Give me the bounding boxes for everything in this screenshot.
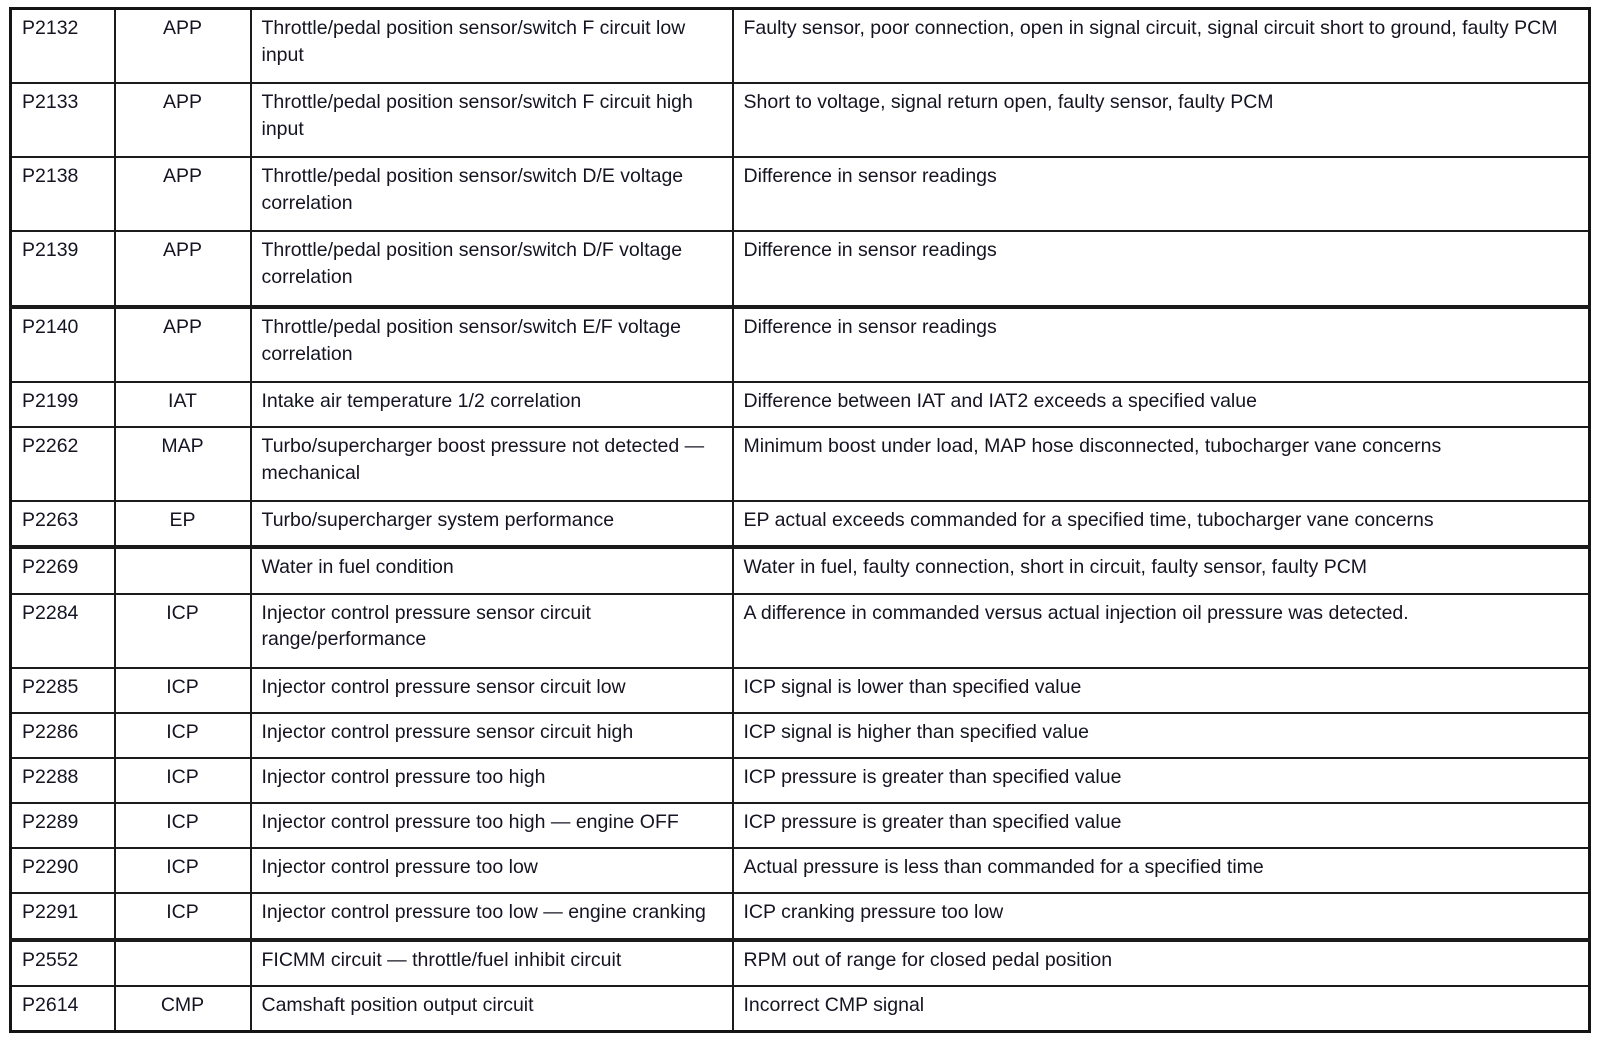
table-row: P2262 MAP Turbo/supercharger boost press…: [9, 425, 1591, 503]
dtc-system-cell: APP: [113, 304, 252, 383]
dtc-table: P2132 APP Throttle/pedal position sensor…: [9, 7, 1591, 1033]
dtc-cause-cell: ICP cranking pressure too low: [731, 892, 1591, 941]
dtc-system-cell: ICP: [113, 592, 252, 669]
dtc-cause-cell: EP actual exceeds commanded for a specif…: [731, 500, 1591, 549]
dtc-description-cell: Turbo/supercharger boost pressure not de…: [249, 425, 734, 503]
dtc-system-cell: IAT: [113, 380, 252, 428]
dtc-cause-cell: Faulty sensor, poor connection, open in …: [731, 7, 1591, 85]
dtc-code-cell: P2139: [9, 230, 116, 308]
dtc-description-cell: Injector control pressure sensor circuit…: [249, 711, 734, 759]
table-row: P2284 ICP Injector control pressure sens…: [9, 592, 1591, 669]
dtc-code-cell: P2138: [9, 156, 116, 233]
dtc-code-cell: P2291: [9, 892, 116, 941]
dtc-cause-cell: Incorrect CMP signal: [731, 984, 1591, 1033]
dtc-description-cell: Intake air temperature 1/2 correlation: [249, 380, 734, 428]
dtc-description-cell: Camshaft position output circuit: [249, 984, 734, 1033]
dtc-table-body: P2132 APP Throttle/pedal position sensor…: [9, 7, 1591, 1033]
dtc-code-cell: P2614: [9, 984, 116, 1033]
dtc-cause-cell: ICP signal is higher than specified valu…: [731, 711, 1591, 759]
dtc-cause-cell: Difference in sensor readings: [731, 156, 1591, 233]
dtc-cause-cell: Difference in sensor readings: [731, 304, 1591, 383]
dtc-cause-cell: Actual pressure is less than commanded f…: [731, 847, 1591, 895]
dtc-description-cell: Throttle/pedal position sensor/switch F …: [249, 82, 734, 159]
dtc-code-cell: P2284: [9, 592, 116, 669]
dtc-description-cell: Injector control pressure sensor circuit…: [249, 592, 734, 669]
dtc-code-cell: P2133: [9, 82, 116, 159]
dtc-code-cell: P2263: [9, 500, 116, 549]
dtc-code-cell: P2552: [9, 937, 116, 987]
dtc-system-cell: ICP: [113, 666, 252, 714]
table-row: P2289 ICP Injector control pressure too …: [9, 802, 1591, 850]
dtc-description-cell: Injector control pressure too low: [249, 847, 734, 895]
dtc-system-cell: CMP: [113, 984, 252, 1033]
dtc-system-cell: ICP: [113, 802, 252, 850]
table-row: P2263 EP Turbo/supercharger system perfo…: [9, 500, 1591, 549]
dtc-cause-cell: Minimum boost under load, MAP hose disco…: [731, 425, 1591, 503]
table-row: P2138 APP Throttle/pedal position sensor…: [9, 156, 1591, 233]
table-row: P2269 Water in fuel condition Water in f…: [9, 545, 1591, 595]
dtc-code-cell: P2288: [9, 756, 116, 805]
dtc-cause-cell: Water in fuel, faulty connection, short …: [731, 545, 1591, 595]
dtc-cause-cell: ICP signal is lower than specified value: [731, 666, 1591, 714]
dtc-cause-cell: Difference between IAT and IAT2 exceeds …: [731, 380, 1591, 428]
table-row: P2291 ICP Injector control pressure too …: [9, 892, 1591, 941]
dtc-system-cell: EP: [113, 500, 252, 549]
dtc-system-cell: [113, 545, 252, 595]
dtc-description-cell: Injector control pressure too high — eng…: [249, 802, 734, 850]
dtc-system-cell: APP: [113, 230, 252, 308]
dtc-description-cell: Turbo/supercharger system performance: [249, 500, 734, 549]
table-row: P2139 APP Throttle/pedal position sensor…: [9, 230, 1591, 308]
dtc-system-cell: ICP: [113, 756, 252, 805]
dtc-code-cell: P2140: [9, 304, 116, 383]
dtc-cause-cell: A difference in commanded versus actual …: [731, 592, 1591, 669]
dtc-system-cell: [113, 937, 252, 987]
table-row: P2286 ICP Injector control pressure sens…: [9, 711, 1591, 759]
dtc-code-cell: P2290: [9, 847, 116, 895]
dtc-system-cell: ICP: [113, 847, 252, 895]
dtc-code-cell: P2269: [9, 545, 116, 595]
dtc-description-cell: FICMM circuit — throttle/fuel inhibit ci…: [249, 937, 734, 987]
dtc-code-cell: P2199: [9, 380, 116, 428]
dtc-code-cell: P2262: [9, 425, 116, 503]
dtc-system-cell: ICP: [113, 711, 252, 759]
table-row: P2140 APP Throttle/pedal position sensor…: [9, 304, 1591, 383]
dtc-cause-cell: ICP pressure is greater than specified v…: [731, 802, 1591, 850]
table-row: P2199 IAT Intake air temperature 1/2 cor…: [9, 380, 1591, 428]
table-row: P2133 APP Throttle/pedal position sensor…: [9, 82, 1591, 159]
table-row: P2614 CMP Camshaft position output circu…: [9, 984, 1591, 1033]
dtc-system-cell: APP: [113, 7, 252, 85]
dtc-description-cell: Throttle/pedal position sensor/switch E/…: [249, 304, 734, 383]
dtc-description-cell: Injector control pressure too high: [249, 756, 734, 805]
dtc-cause-cell: Difference in sensor readings: [731, 230, 1591, 308]
dtc-description-cell: Throttle/pedal position sensor/switch F …: [249, 7, 734, 85]
table-row: P2132 APP Throttle/pedal position sensor…: [9, 7, 1591, 85]
dtc-description-cell: Throttle/pedal position sensor/switch D/…: [249, 156, 734, 233]
dtc-cause-cell: Short to voltage, signal return open, fa…: [731, 82, 1591, 159]
dtc-code-cell: P2286: [9, 711, 116, 759]
dtc-cause-cell: RPM out of range for closed pedal positi…: [731, 937, 1591, 987]
dtc-description-cell: Throttle/pedal position sensor/switch D/…: [249, 230, 734, 308]
dtc-system-cell: ICP: [113, 892, 252, 941]
dtc-system-cell: APP: [113, 156, 252, 233]
dtc-description-cell: Injector control pressure sensor circuit…: [249, 666, 734, 714]
dtc-code-cell: P2289: [9, 802, 116, 850]
dtc-description-cell: Water in fuel condition: [249, 545, 734, 595]
table-row: P2285 ICP Injector control pressure sens…: [9, 666, 1591, 714]
dtc-cause-cell: ICP pressure is greater than specified v…: [731, 756, 1591, 805]
dtc-code-cell: P2132: [9, 7, 116, 85]
table-row: P2290 ICP Injector control pressure too …: [9, 847, 1591, 895]
dtc-code-cell: P2285: [9, 666, 116, 714]
dtc-system-cell: MAP: [113, 425, 252, 503]
dtc-system-cell: APP: [113, 82, 252, 159]
dtc-description-cell: Injector control pressure too low — engi…: [249, 892, 734, 941]
table-row: P2552 FICMM circuit — throttle/fuel inhi…: [9, 937, 1591, 987]
table-row: P2288 ICP Injector control pressure too …: [9, 756, 1591, 805]
